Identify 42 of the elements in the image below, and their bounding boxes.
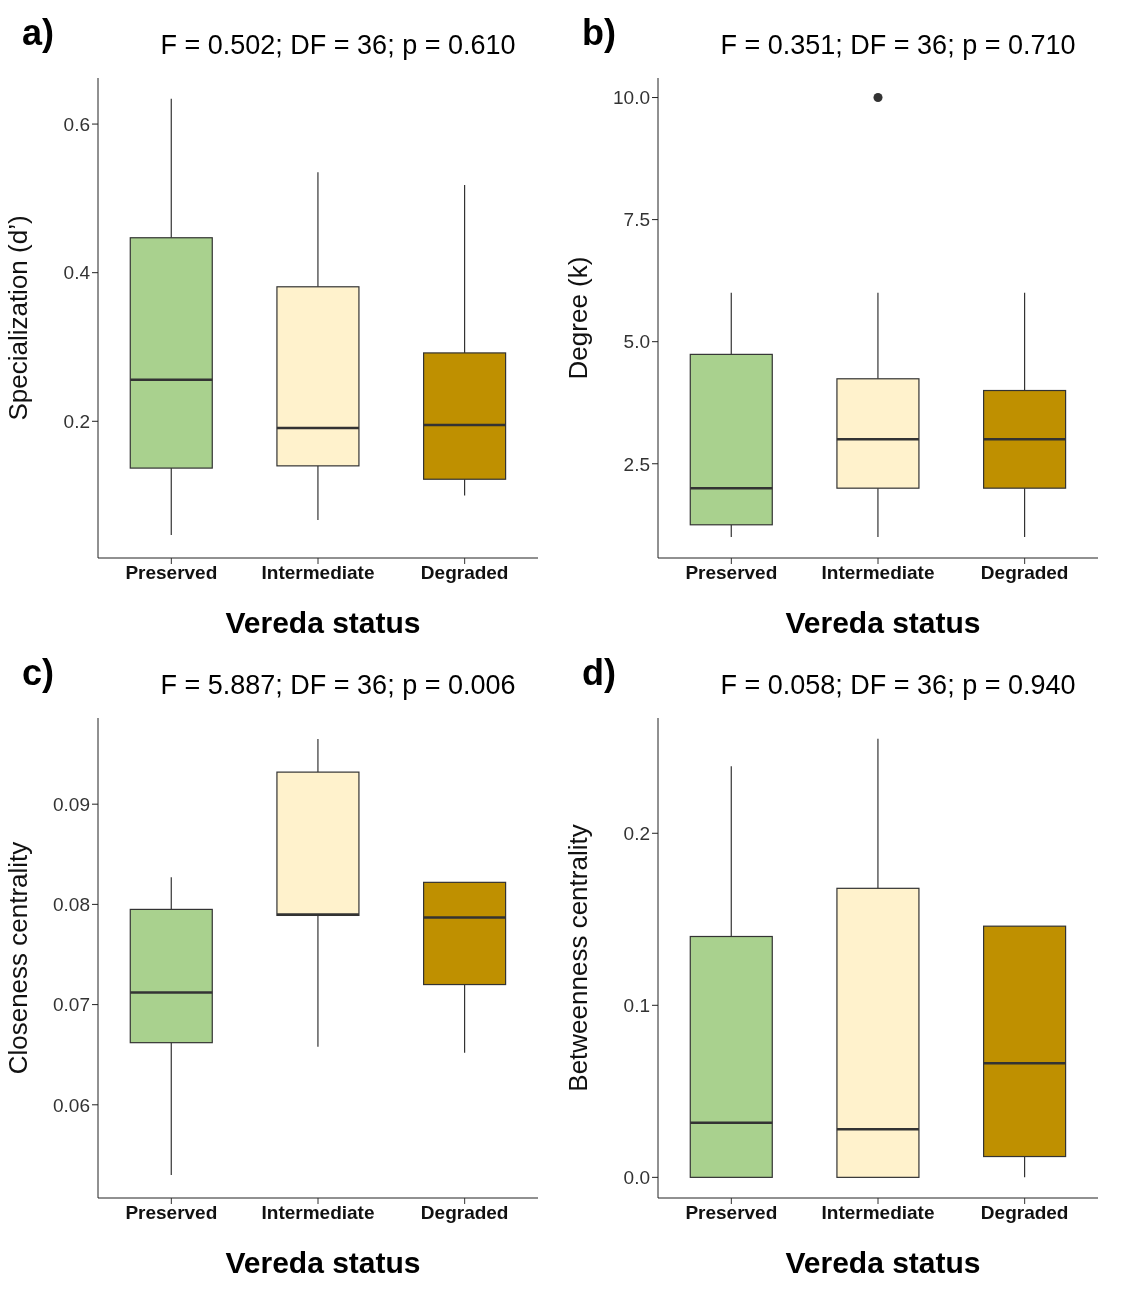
x-tick-label: Intermediate (821, 1202, 935, 1224)
y-tick-label: 0.09 (53, 793, 90, 815)
x-axis-title: Vereda status (224, 1246, 422, 1280)
y-tick-label: 0.08 (53, 894, 90, 916)
x-tick-label: Degraded (980, 1202, 1069, 1224)
y-tick-label: 5.0 (623, 331, 650, 353)
chart-title: F = 0.351; DF = 36; p = 0.710 (719, 30, 1077, 61)
chart-title: F = 0.502; DF = 36; p = 0.610 (159, 30, 517, 61)
x-tick-label: Preserved (685, 562, 778, 584)
x-tick-label: Degraded (420, 1202, 509, 1224)
y-tick-label: 0.2 (623, 823, 650, 845)
x-tick-label: Intermediate (261, 1202, 375, 1224)
x-tick-label: Intermediate (261, 562, 375, 584)
x-tick-label: Preserved (125, 562, 218, 584)
y-tick-label: 0.6 (63, 113, 90, 135)
text: c) (22, 652, 55, 694)
text: b) (582, 12, 616, 54)
x-tick-label: Preserved (125, 1202, 218, 1224)
y-axis-title: Degree (k) (563, 256, 594, 380)
text: a) (22, 12, 55, 54)
y-axis-title: Closeness centrality (3, 841, 34, 1075)
y-tick-label: 0.06 (53, 1094, 90, 1116)
y-tick-label: 0.1 (623, 995, 650, 1017)
x-tick-label: Degraded (420, 562, 509, 584)
y-tick-label: 0.2 (63, 411, 90, 433)
y-tick-label: 0.4 (63, 262, 91, 284)
y-tick-label: 0.07 (53, 994, 90, 1016)
y-tick-label: 0.0 (623, 1167, 650, 1189)
y-axis-title: Betweenness centrality (563, 824, 594, 1092)
x-tick-label: Intermediate (821, 562, 935, 584)
chart-title: F = 5.887; DF = 36; p = 0.006 (159, 670, 517, 701)
y-tick-label: 10.0 (613, 87, 650, 109)
x-axis-title: Vereda status (224, 606, 422, 640)
y-tick-label: 2.5 (623, 453, 650, 475)
x-axis-title: Vereda status (784, 1246, 982, 1280)
text: d) (582, 652, 616, 694)
x-tick-label: Preserved (685, 1202, 778, 1224)
y-axis-title: Specialization (d’) (3, 215, 34, 421)
chart-title: F = 0.058; DF = 36; p = 0.940 (719, 670, 1077, 701)
y-tick-label: 7.5 (623, 209, 650, 231)
x-tick-label: Degraded (980, 562, 1069, 584)
x-axis-title: Vereda status (784, 606, 982, 640)
